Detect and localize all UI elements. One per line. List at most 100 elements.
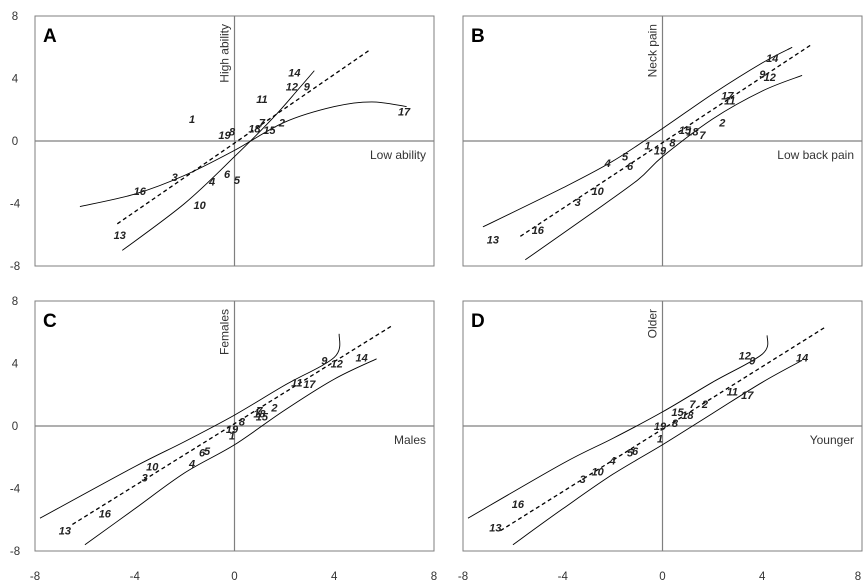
data-point-label: 16: [532, 225, 545, 237]
data-point-label: 5: [622, 152, 629, 164]
data-point-label: 4: [208, 177, 215, 189]
data-point-label: 7: [256, 405, 263, 417]
x-tick-label: 0: [659, 571, 665, 583]
data-point-label: 1: [189, 114, 195, 126]
data-point-label: 3: [172, 172, 178, 184]
y-axis-label: Older: [646, 309, 660, 338]
data-point-label: 2: [278, 117, 285, 129]
data-point-label: 9: [304, 81, 311, 93]
data-point-label: 7: [259, 117, 266, 129]
panel-letter: A: [43, 26, 57, 47]
data-point-label: 12: [286, 81, 298, 93]
regression-line: [116, 49, 370, 225]
data-point-label: 9: [321, 355, 328, 367]
x-tick-label: 4: [759, 571, 766, 583]
y-tick-label: 4: [12, 359, 19, 371]
x-tick-label: -4: [130, 571, 141, 583]
confidence-band-upper: [482, 46, 793, 228]
data-point-label: 2: [701, 399, 708, 411]
data-point-label: 17: [721, 91, 734, 103]
data-point-label: 8: [669, 138, 676, 150]
y-tick-label: 8: [12, 296, 18, 308]
y-tick-label: 0: [12, 421, 18, 433]
data-point-label: 17: [741, 390, 754, 402]
data-point-label: 1: [644, 141, 650, 153]
data-point-label: 14: [288, 67, 300, 79]
data-point-label: 7: [699, 130, 706, 142]
data-point-label: 6: [627, 161, 634, 173]
x-axis-label: Low back pain: [777, 148, 854, 162]
data-point-label: 10: [193, 200, 206, 212]
panel-letter: D: [471, 311, 485, 332]
data-point-label: 11: [256, 94, 267, 106]
data-point-label: 15: [256, 412, 269, 424]
confidence-band-lower: [84, 358, 377, 546]
x-tick-label: -8: [458, 571, 468, 583]
data-point-label: 9: [759, 69, 766, 81]
data-point-label: 4: [604, 158, 611, 170]
data-point-label: 18: [686, 127, 699, 139]
data-point-label: 4: [188, 459, 195, 471]
data-point-label: 5: [627, 448, 634, 460]
data-point-label: 16: [99, 509, 112, 521]
confidence-band-upper: [122, 70, 315, 251]
y-tick-label: -4: [10, 484, 21, 496]
y-tick-label: 4: [12, 74, 19, 86]
data-point-label: 10: [146, 462, 159, 474]
data-point-label: 18: [681, 410, 694, 422]
data-point-label: 19: [226, 424, 239, 436]
panel-letter: B: [471, 26, 485, 47]
data-point-label: 1: [657, 434, 663, 446]
data-point-label: 15: [671, 407, 684, 419]
x-tick-label: 0: [231, 571, 237, 583]
y-tick-label: 0: [12, 136, 18, 148]
data-point-label: 1: [229, 430, 235, 442]
x-tick-label: 4: [331, 571, 338, 583]
data-point-label: 2: [270, 402, 277, 414]
y-tick-label: -8: [10, 546, 20, 558]
data-point-label: 14: [766, 53, 778, 65]
data-point-label: 19: [654, 145, 667, 157]
data-point-label: 11: [724, 95, 735, 107]
data-point-label: 18: [248, 124, 261, 136]
data-point-label: 3: [575, 197, 581, 209]
data-point-label: 10: [592, 466, 605, 478]
data-point-label: 16: [134, 186, 147, 198]
data-point-label: 14: [356, 352, 368, 364]
x-tick-label: -4: [558, 571, 569, 583]
data-point-label: 14: [796, 352, 808, 364]
data-point-label: 7: [689, 399, 696, 411]
panel-c: 840-4-8-8 -4 0 4 812345678910111213141516171…: [10, 296, 437, 583]
confidence-band-lower: [79, 101, 407, 208]
data-point-label: 13: [489, 523, 501, 535]
x-tick-label: 8: [855, 571, 861, 583]
data-point-label: 6: [224, 169, 231, 181]
x-tick-label: 8: [431, 571, 437, 583]
data-point-label: 13: [487, 234, 499, 246]
data-point-label: 18: [253, 409, 266, 421]
confidence-band-lower: [525, 74, 803, 261]
data-point-label: 10: [592, 186, 605, 198]
regression-line: [519, 43, 813, 237]
data-point-label: 12: [331, 359, 343, 371]
data-point-label: 17: [303, 379, 316, 391]
data-point-label: 13: [59, 526, 71, 538]
data-point-label: 8: [672, 418, 679, 430]
y-tick-label: -4: [10, 199, 21, 211]
data-point-label: 5: [234, 175, 241, 187]
x-axis-label: Younger: [810, 433, 854, 447]
confidence-band-lower: [512, 360, 803, 546]
data-point-label: 6: [199, 448, 206, 460]
data-point-label: 17: [398, 106, 411, 118]
data-point-label: 19: [654, 421, 667, 433]
panel-letter: C: [43, 311, 57, 332]
y-axis-label: High ability: [218, 24, 232, 83]
panel-d: -8 -4 0 4 812345678910111213141516171819DYou…: [458, 300, 863, 583]
data-point-label: 6: [632, 446, 639, 458]
data-point-label: 11: [727, 387, 738, 399]
data-point-label: 2: [718, 117, 725, 129]
data-point-label: 16: [512, 499, 525, 511]
